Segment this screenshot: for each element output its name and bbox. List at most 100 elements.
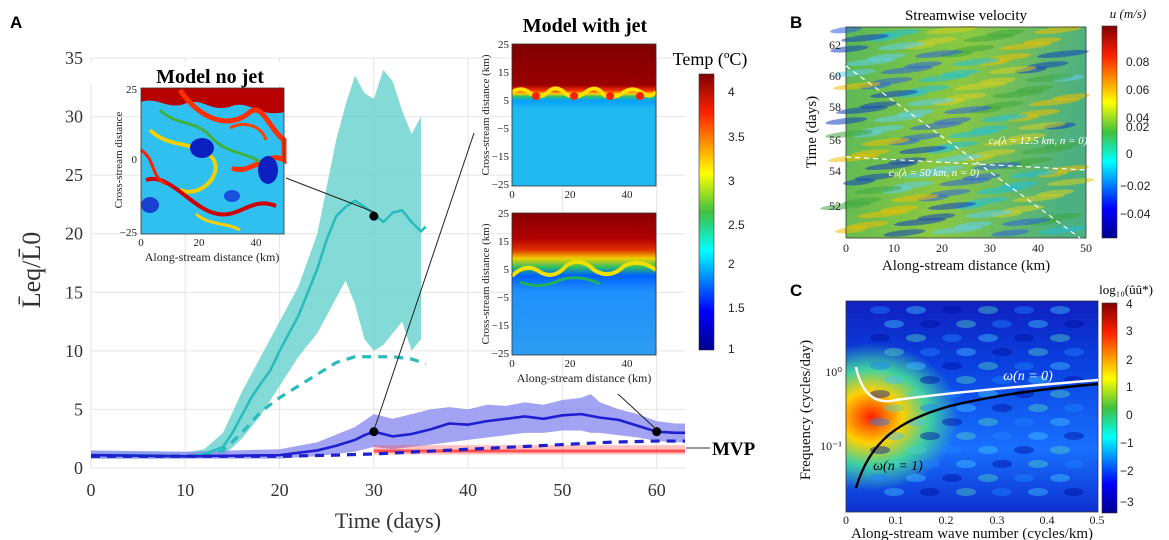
panel-label-a: A (10, 13, 22, 32)
panel-b-annotation-2: cₚ(λ = 50 km, n = 0) (889, 167, 980, 179)
svg-text:62: 62 (829, 38, 841, 52)
inset-no-jet-xlabel: Along-stream distance (km) (145, 250, 280, 264)
phase-speed-line-50km (845, 156, 1087, 171)
panel-c-heatmap: ω(n = 0) ω(n = 1) (845, 300, 1099, 513)
svg-text:40: 40 (622, 358, 634, 370)
svg-text:56: 56 (829, 133, 841, 147)
y-tick-label: 25 (65, 165, 83, 185)
dashed-blue-line (91, 439, 685, 458)
svg-text:−0.02: −0.02 (1120, 179, 1151, 193)
y-tick-label: 10 (65, 341, 83, 361)
svg-text:15: 15 (498, 236, 510, 248)
svg-text:0.3: 0.3 (990, 513, 1005, 527)
svg-text:50: 50 (1080, 241, 1092, 255)
panel-c-colorbar: log₁₀(ûû*) 4 3 2 1 0 −1 −2 −3 (1099, 282, 1153, 514)
y-tick-label: 30 (65, 107, 83, 127)
panel-label-b: B (790, 13, 802, 32)
panel-b-annotation-1: cₚ(λ = 12.5 km, n = 0) (989, 135, 1088, 147)
panel-c-annotation-2: ω(n = 1) (873, 459, 923, 474)
svg-text:25: 25 (126, 84, 138, 96)
marker-point (369, 211, 379, 221)
svg-text:20: 20 (565, 189, 577, 201)
svg-text:0.1: 0.1 (889, 513, 904, 527)
connector-jet-bottom (617, 393, 658, 431)
dashed-teal-line (91, 355, 427, 458)
svg-text:−1: −1 (1120, 436, 1134, 450)
svg-text:2: 2 (728, 257, 735, 271)
panel-b-y-label: Time (days) (804, 96, 820, 168)
svg-text:10⁻¹: 10⁻¹ (820, 439, 842, 453)
y-tick-label: 35 (65, 48, 83, 68)
svg-text:0.04: 0.04 (1126, 111, 1150, 125)
svg-text:40: 40 (251, 237, 263, 249)
svg-text:3.5: 3.5 (728, 130, 745, 144)
svg-text:58: 58 (829, 100, 841, 114)
svg-text:0: 0 (509, 189, 515, 201)
svg-text:2.5: 2.5 (728, 218, 745, 232)
x-tick-label: 40 (459, 480, 477, 500)
svg-text:20: 20 (194, 237, 206, 249)
svg-text:−25: −25 (120, 227, 138, 239)
temp-colorbar-label: Temp (ºC) (673, 49, 748, 70)
inset-jet-bottom-xlabel: Along-stream distance (km) (517, 371, 652, 385)
connector-no-jet (285, 177, 375, 213)
panel-c-y-label: Frequency (cycles/day) (798, 340, 814, 480)
svg-text:−25: −25 (492, 348, 510, 360)
main-lines (91, 199, 685, 458)
svg-text:−0.04: −0.04 (1120, 207, 1151, 221)
x-tick-label: 60 (648, 480, 666, 500)
svg-text:25: 25 (498, 208, 510, 220)
inset-no-jet-ylabel: Cross-stream distance (113, 111, 125, 208)
svg-text:3: 3 (1126, 324, 1133, 338)
svg-text:30: 30 (984, 241, 996, 255)
svg-text:2: 2 (1126, 353, 1133, 367)
main-x-label: Time (days) (335, 508, 441, 533)
main-markers (369, 211, 662, 437)
solid-blue-line (91, 412, 685, 458)
marker-point (369, 427, 379, 437)
svg-text:3: 3 (728, 174, 735, 188)
panel-c-colorbar-label: log₁₀(ûû*) (1099, 282, 1153, 297)
svg-text:4: 4 (1126, 297, 1133, 311)
svg-text:−3: −3 (1120, 495, 1134, 509)
svg-text:−15: −15 (492, 151, 510, 163)
panel-b-title: Streamwise velocity (905, 8, 1028, 24)
x-tick-label: 0 (87, 480, 96, 500)
svg-text:54: 54 (829, 164, 841, 178)
inset-no-jet: Model no jet 25 0 −25 0 20 40 Along-stre… (86, 62, 287, 264)
svg-text:0.5: 0.5 (1090, 513, 1105, 527)
svg-text:1.5: 1.5 (728, 301, 745, 315)
inset-jet-top-field (512, 44, 656, 186)
dispersion-curve-n0 (854, 366, 1099, 403)
svg-text:0.08: 0.08 (1126, 55, 1150, 69)
inset-jet-bottom-field (512, 213, 656, 355)
connector-jet-top (373, 132, 475, 431)
panel-b-colorbar-label: u (m/s) (1110, 6, 1146, 21)
svg-text:0: 0 (1126, 147, 1133, 161)
svg-text:0: 0 (1126, 408, 1133, 422)
svg-text:20: 20 (565, 358, 577, 370)
svg-text:4: 4 (728, 85, 735, 99)
y-tick-label: 5 (74, 399, 83, 419)
mvp-label: MVP (712, 439, 756, 460)
panel-c-x-label: Along-stream wave number (cycles/km) (851, 526, 1093, 540)
panel-b-colorbar: u (m/s) 0.08 0.06 0.04 0.02 0 −0.02 −0.0… (1101, 6, 1151, 239)
marker-point (652, 427, 662, 437)
inset-jet-top-ylabel: Cross-stream distance (km) (480, 54, 492, 175)
inset-jet-bottom-ylabel: Cross-stream distance (km) (480, 223, 492, 344)
inset-no-jet-title: Model no jet (156, 66, 264, 88)
svg-text:25: 25 (498, 39, 510, 51)
panel-c-annotation-1: ω(n = 0) (1003, 369, 1053, 384)
svg-text:15: 15 (498, 67, 510, 79)
svg-text:−25: −25 (492, 179, 510, 191)
svg-text:0: 0 (843, 513, 849, 527)
svg-text:52: 52 (829, 199, 841, 213)
svg-text:40: 40 (1032, 241, 1044, 255)
x-tick-label: 10 (176, 480, 194, 500)
svg-text:20: 20 (936, 241, 948, 255)
svg-text:0.06: 0.06 (1126, 83, 1150, 97)
band-teal-area (91, 69, 421, 459)
panel-b-axes: 0 10 20 30 40 50 62 60 58 56 54 52 Along… (804, 38, 1092, 274)
main-x-ticks: 0 10 20 30 40 50 60 (87, 480, 666, 500)
